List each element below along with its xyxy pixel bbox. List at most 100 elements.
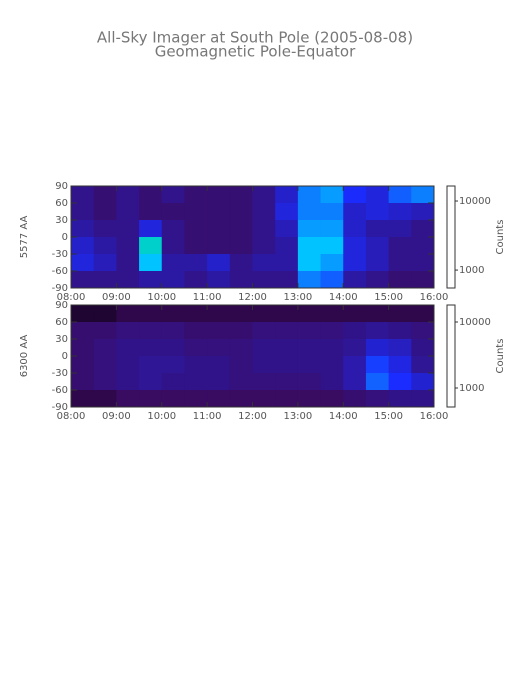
heatmap-cell — [252, 237, 276, 255]
x-tick-label: 08:00 — [57, 411, 86, 422]
heatmap-cell — [365, 237, 390, 255]
heatmap-cell — [93, 186, 117, 204]
heatmap-cell — [116, 339, 140, 357]
heatmap-cell — [365, 186, 390, 204]
x-tick-label: 16:00 — [420, 292, 449, 303]
heatmap-cell — [139, 356, 163, 374]
x-tick-label: 12:00 — [238, 292, 267, 303]
heatmap-cell — [184, 390, 208, 408]
heatmap-cell — [71, 339, 95, 357]
heatmap-cell — [388, 203, 412, 221]
heatmap-cell — [365, 390, 390, 408]
heatmap-cell — [139, 237, 163, 255]
heatmap-cell — [343, 322, 367, 340]
heatmap-cell — [184, 254, 208, 272]
heatmap-cell — [139, 305, 163, 323]
heatmap-cell — [116, 254, 140, 272]
x-tick-label: 09:00 — [102, 292, 131, 303]
y-tick-label: 60 — [55, 317, 68, 328]
heatmap-cell — [320, 254, 344, 272]
heatmap-cell — [229, 305, 253, 323]
heatmap-cell — [71, 237, 95, 255]
heatmap-cell — [93, 322, 117, 340]
heatmap-cell — [252, 203, 276, 221]
heatmap-cell — [116, 186, 140, 204]
chart-title: All-Sky Imager at South Pole (2005-08-08… — [97, 29, 413, 47]
heatmap-cell — [343, 390, 367, 408]
heatmap-cell — [343, 237, 367, 255]
heatmap-cell — [411, 356, 435, 374]
heatmap-cell — [161, 373, 185, 391]
x-tick-label: 15:00 — [374, 411, 403, 422]
colorbar-tick-label: 10000 — [459, 196, 491, 207]
heatmap-cell — [320, 390, 344, 408]
heatmap-cell — [184, 373, 208, 391]
heatmap-cell — [297, 390, 322, 408]
heatmap-cell — [411, 390, 435, 408]
heatmap-cell — [161, 186, 185, 204]
heatmap-cell — [275, 186, 299, 204]
heatmap-cell — [320, 356, 344, 374]
heatmap-cell — [297, 237, 322, 255]
heatmap-cell — [116, 237, 140, 255]
y-tick-label: 30 — [55, 215, 68, 226]
x-tick-label: 11:00 — [193, 292, 222, 303]
heatmap-cell — [411, 339, 435, 357]
heatmap-cell — [229, 237, 253, 255]
heatmap-cell — [161, 271, 185, 289]
heatmap-cell — [116, 356, 140, 374]
heatmap-cell — [252, 186, 276, 204]
heatmap-cell — [365, 356, 390, 374]
heatmap-cell — [411, 305, 435, 323]
heatmap-cell — [207, 373, 231, 391]
heatmap-cell — [116, 322, 140, 340]
heatmap-cell — [139, 186, 163, 204]
heatmap-cell — [71, 220, 95, 238]
heatmap-cell — [207, 356, 231, 374]
heatmap-cell — [184, 271, 208, 289]
x-tick-label: 10:00 — [147, 292, 176, 303]
x-tick-label: 14:00 — [329, 292, 358, 303]
colorbar — [446, 185, 456, 289]
heatmap-cell — [229, 339, 253, 357]
heatmap-cell — [184, 322, 208, 340]
y-tick-label: -90 — [52, 402, 68, 413]
heatmap-cell — [297, 356, 322, 374]
heatmap-cell — [139, 390, 163, 408]
heatmap-cell — [252, 373, 276, 391]
heatmap-cell — [275, 373, 299, 391]
heatmap-cell — [297, 305, 322, 323]
heatmap-cell — [116, 203, 140, 221]
y-tick-label: -30 — [52, 249, 68, 260]
x-tick-label: 13:00 — [283, 411, 312, 422]
y-tick-label: -60 — [52, 385, 68, 396]
heatmap-cell — [365, 271, 390, 289]
y-tick-label: 90 — [55, 181, 68, 192]
heatmap-cell — [411, 220, 435, 238]
heatmap-cell — [71, 203, 95, 221]
heatmap-cell — [184, 220, 208, 238]
heatmap-cell — [343, 373, 367, 391]
heatmap-cell — [71, 356, 95, 374]
heatmap-cell — [207, 271, 231, 289]
heatmap-cell — [252, 254, 276, 272]
heatmap-cell — [71, 305, 95, 323]
heatmap-cell — [252, 220, 276, 238]
heatmap-cell — [229, 390, 253, 408]
heatmap-cell — [275, 203, 299, 221]
heatmap-cell — [229, 220, 253, 238]
heatmap-cell — [161, 203, 185, 221]
heatmap-cell — [93, 373, 117, 391]
heatmap-cell — [116, 390, 140, 408]
heatmap-cell — [184, 339, 208, 357]
heatmap-cell — [229, 254, 253, 272]
heatmap-cell — [297, 271, 322, 289]
heatmap-cell — [320, 220, 344, 238]
heatmap-cell — [320, 271, 344, 289]
heatmap-cell — [320, 203, 344, 221]
x-tick-label: 09:00 — [102, 411, 131, 422]
heatmap-cell — [229, 186, 253, 204]
heatmap-cell — [139, 220, 163, 238]
heatmap-cell — [411, 203, 435, 221]
heatmap-cell — [388, 373, 412, 391]
